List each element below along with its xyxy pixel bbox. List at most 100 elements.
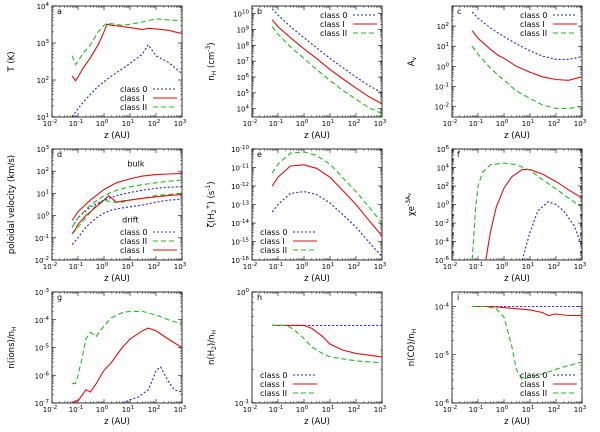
y-tick-label: 101 (437, 42, 449, 51)
plot-frame (451, 291, 583, 404)
x-tick-label: 102 (348, 262, 360, 271)
x-tick-label: 102 (148, 262, 160, 271)
y-tick-label: 10-10 (231, 145, 249, 154)
series-class-I (71, 23, 182, 82)
y-tick-label: 10-15 (231, 238, 249, 247)
x-axis-label: z (AU) (304, 274, 330, 284)
y-tick-label: 104 (237, 105, 250, 114)
x-tick-label: 10-1 (69, 405, 83, 414)
series-class-0 (71, 43, 182, 117)
y-axis-label: Av (407, 56, 418, 66)
y-tick-label: 10-12 (231, 182, 249, 191)
legend-label: class I (520, 20, 545, 29)
x-tick-label: 101 (122, 262, 134, 271)
x-tick-label: 10-2 (243, 119, 257, 128)
legend-label: class 0 (120, 228, 148, 237)
x-axis-label: z (AU) (504, 417, 530, 427)
y-tick-label: 108 (237, 41, 250, 50)
series-class-0 (271, 8, 382, 94)
y-tick-label: 105 (237, 89, 250, 98)
plot-frame (51, 148, 183, 261)
legend-label: class I (320, 20, 345, 29)
y-axis-label: ζ(H2+) (s-1) (205, 181, 218, 227)
legend-label: class 0 (260, 228, 288, 237)
x-axis-label: z (AU) (304, 131, 330, 141)
x-tick-label: 103 (374, 119, 387, 128)
x-tick-label: 103 (574, 262, 587, 271)
x-tick-label: 100 (296, 119, 309, 128)
y-axis-label: nH (cm-3) (205, 42, 218, 80)
legend-label: class 0 (320, 11, 348, 20)
y-tick-label: 10-6 (35, 371, 50, 380)
x-tick-label: 10-2 (43, 262, 57, 271)
x-tick-label: 100 (496, 405, 509, 414)
x-tick-label: 102 (348, 119, 360, 128)
x-tick-label: 10-1 (269, 405, 283, 414)
x-tick-label: 103 (374, 405, 387, 414)
legend-label: class I (260, 237, 285, 246)
plot-frame (451, 5, 583, 118)
series-class-I-bulk (71, 172, 182, 221)
series-class-I (472, 305, 582, 317)
legend-label: class II (520, 389, 547, 398)
x-tick-label: 102 (548, 119, 560, 128)
x-tick-label: 10-1 (69, 262, 83, 271)
x-tick-label: 101 (522, 405, 534, 414)
x-tick-label: 10-2 (443, 405, 457, 414)
x-tick-label: 103 (374, 262, 387, 271)
x-tick-label: 101 (122, 405, 134, 414)
x-tick-label: 100 (96, 405, 109, 414)
legend-label: class 0 (120, 85, 148, 94)
series-class-II (472, 305, 582, 381)
y-tick-label: 10-2 (435, 219, 449, 228)
x-tick-label: 101 (522, 262, 534, 271)
y-tick-label: 10-2 (435, 102, 449, 111)
x-tick-label: 10-1 (469, 405, 483, 414)
y-tick-label: 10-4 (435, 238, 450, 247)
panel-d: 10-2 10-1 100 101 102 103 10-2 10-1 100 101 102 103… (7, 145, 187, 284)
panel-label-b: b (257, 7, 262, 16)
y-tick-label: 10-11 (231, 164, 249, 173)
series-class-II (71, 18, 182, 66)
legend-label: class I (520, 380, 545, 389)
series-class-II (271, 26, 382, 115)
panel-label-g: g (57, 293, 62, 302)
series-class-II (271, 151, 382, 224)
x-axis-label: z (AU) (104, 131, 130, 141)
plot-frame (451, 148, 583, 261)
legend-label: class II (320, 29, 347, 38)
panel-f: 10-2 10-1 100 101 102 103 10-6 10-4 10-2 100 102 10… (405, 145, 587, 284)
series-class-I (271, 164, 382, 237)
y-tick-label: 103 (37, 39, 50, 48)
x-tick-label: 10-2 (43, 119, 57, 128)
x-tick-label: 100 (96, 119, 109, 128)
y-tick-label: 104 (437, 164, 450, 173)
x-tick-label: 10-1 (69, 119, 83, 128)
y-tick-label: 10-16 (231, 256, 249, 265)
x-tick-label: 102 (148, 405, 160, 414)
y-axis-label: n(H2)/nH (207, 330, 218, 365)
series-class-0 (271, 191, 382, 258)
y-tick-label: 10-1 (235, 399, 249, 408)
plot-frame (51, 5, 183, 118)
series-class-I (71, 193, 182, 235)
legend-label: class II (260, 246, 287, 255)
x-tick-label: 101 (322, 262, 334, 271)
y-tick-label: 10-4 (435, 303, 450, 312)
y-axis-label: n(ions)/nH (7, 326, 18, 368)
y-tick-label: 103 (37, 145, 50, 154)
legend-label: class 0 (520, 371, 548, 380)
x-tick-label: 10-2 (243, 405, 257, 414)
panel-i: 10-2 10-1 100 101 102 103 10-6 10-5 10-4 z (AU) n(… (407, 291, 587, 427)
panel-label-c: c (457, 7, 461, 16)
panel-label-a: a (57, 7, 62, 16)
x-tick-label: 101 (322, 119, 334, 128)
legend-label: class I (260, 380, 285, 389)
annotation: drift (122, 215, 138, 224)
series-class-II-bulk (71, 179, 182, 228)
x-tick-label: 100 (296, 262, 309, 271)
